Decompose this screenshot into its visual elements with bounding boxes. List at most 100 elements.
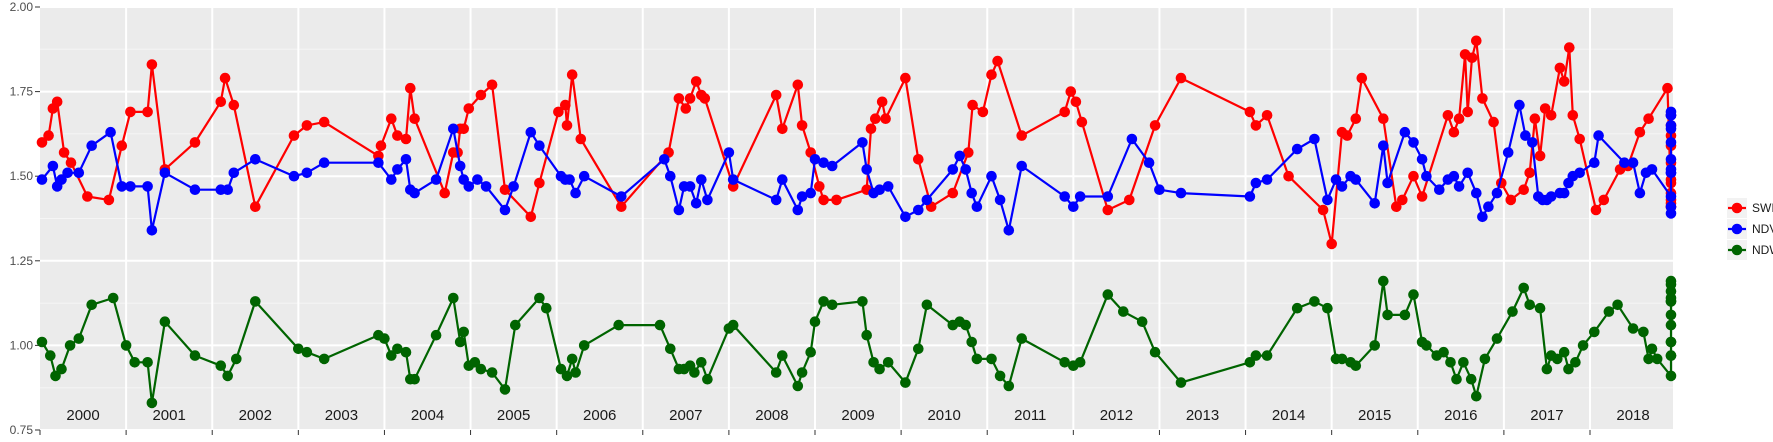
data-point-ndwi (448, 292, 459, 304)
data-point-ndvi (392, 164, 403, 175)
data-point-ndvi (1434, 184, 1445, 195)
legend-label-ndwi: NDWI (1752, 243, 1773, 257)
data-point-swir (616, 201, 627, 212)
data-point-swir (777, 123, 788, 135)
data-point-ndwi (107, 292, 119, 304)
data-point-ndvi (36, 174, 48, 185)
year-label: 2000 (66, 407, 99, 424)
data-point-ndwi (499, 384, 511, 395)
data-point-ndwi (86, 299, 97, 311)
data-point-swir (986, 69, 997, 80)
y-axis-tick-labels: 0.75 1.00 1.25 1.50 1.75 2.00 (10, 0, 40, 437)
data-point-ndvi (578, 170, 590, 182)
data-point-swir (499, 184, 511, 195)
year-label: 2013 (1186, 407, 1219, 424)
data-point-ndvi (1627, 157, 1639, 168)
data-point-ndwi (1309, 296, 1320, 307)
data-point-swir (146, 59, 158, 70)
data-point-ndvi (1619, 157, 1630, 168)
data-point-swir (1391, 201, 1402, 212)
data-point-ndwi (142, 357, 153, 368)
data-point-ndvi (1175, 187, 1187, 199)
data-point-ndwi (861, 329, 872, 341)
data-point-ndvi (1514, 99, 1525, 111)
data-point-ndwi (45, 350, 56, 361)
data-point-ndvi (1382, 177, 1393, 189)
year-label: 2018 (1616, 407, 1649, 424)
data-point-ndvi (900, 211, 911, 223)
data-point-swir (967, 99, 978, 111)
data-point-ndvi (1102, 191, 1114, 202)
data-point-swir (792, 79, 804, 91)
data-point-swir (103, 194, 115, 206)
plot-panel (40, 6, 1673, 431)
data-point-ndwi (1541, 363, 1553, 375)
year-labels: 2000 2001 2002 2003 2004 2005 2006 2007 2008 2009… (39, 407, 1650, 435)
data-point-ndvi (1665, 191, 1677, 202)
data-point-ndwi (986, 353, 997, 365)
data-point-ndwi (1534, 302, 1546, 314)
data-point-ndvi (1003, 225, 1015, 236)
data-point-ndwi (1643, 353, 1654, 365)
data-point-ndwi (770, 367, 782, 378)
data-point-swir (1462, 106, 1473, 118)
data-point-ndwi (561, 370, 573, 382)
data-point-ndvi (1665, 106, 1677, 118)
data-point-swir (1524, 167, 1535, 179)
data-point-swir (1378, 113, 1389, 124)
data-point-swir (699, 93, 711, 104)
data-point-ndwi (1589, 326, 1600, 338)
data-point-ndwi (64, 340, 76, 351)
year-label: 2011 (1014, 407, 1046, 424)
data-point-ndvi (616, 191, 627, 202)
data-point-ndwi (1507, 306, 1518, 317)
data-point-ndvi (1154, 184, 1165, 195)
data-point-ndvi (1462, 167, 1473, 179)
data-point-ndvi (1665, 167, 1677, 179)
data-point-swir (525, 211, 537, 223)
data-point-ndvi (960, 164, 971, 175)
data-point-ndvi (1330, 174, 1342, 185)
data-point-ndwi (1261, 350, 1273, 361)
data-point-ndwi (921, 299, 933, 311)
data-point-ndvi (1520, 130, 1531, 141)
data-point-ndwi (1558, 346, 1570, 358)
data-point-ndwi (1369, 340, 1380, 351)
data-point-ndwi (50, 370, 61, 382)
data-point-ndwi (1291, 302, 1303, 314)
data-point-swir (1065, 86, 1077, 97)
data-point-ndvi (1665, 208, 1677, 219)
data-point-ndvi (805, 187, 816, 199)
data-point-ndvi (954, 150, 965, 162)
data-point-ndvi (1399, 126, 1411, 138)
data-point-ndvi (373, 157, 384, 168)
data-point-swir (1076, 116, 1088, 128)
data-point-ndvi (1593, 130, 1604, 141)
data-point-swir (439, 187, 451, 199)
data-point-ndwi (868, 357, 879, 368)
data-point-swir (1356, 72, 1368, 84)
data-point-swir (386, 113, 397, 124)
data-point-swir (1408, 170, 1419, 182)
data-point-swir (1397, 194, 1408, 206)
data-point-ndvi (1527, 137, 1538, 148)
data-point-ndvi (702, 194, 713, 206)
data-point-ndvi (534, 140, 545, 151)
data-point-ndvi (318, 157, 330, 168)
data-point-swir (1529, 113, 1541, 124)
data-point-ndvi (386, 174, 397, 185)
data-point-swir (1416, 191, 1428, 202)
data-point-ndvi (1665, 154, 1677, 165)
data-point-ndvi (659, 154, 670, 165)
data-point-swir (486, 79, 498, 91)
data-point-ndwi (566, 353, 578, 365)
data-point-swir (947, 187, 959, 199)
data-point-ndwi (1518, 282, 1529, 294)
data-point-ndwi (475, 363, 487, 375)
data-point-swir (900, 72, 911, 84)
data-point-ndwi (56, 363, 67, 375)
data-point-swir (870, 113, 881, 124)
data-point-ndwi (469, 357, 481, 368)
data-point-swir (1326, 238, 1337, 250)
data-point-swir (963, 147, 974, 158)
